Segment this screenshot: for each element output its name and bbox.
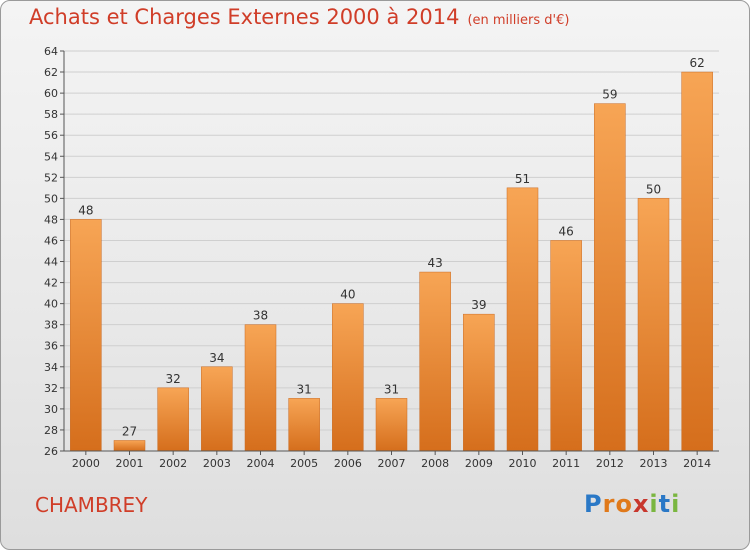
bar-2003 (201, 366, 233, 452)
x-tick-label-2012: 2012 (596, 457, 624, 470)
title-text: Achats et Charges Externes 2000 à 2014 (29, 5, 460, 29)
bar-2010 (506, 187, 539, 452)
y-tick-label: 64 (44, 45, 58, 58)
value-label-2008: 43 (428, 256, 443, 270)
value-label-2013: 50 (646, 182, 661, 196)
logo-letter: x (632, 490, 650, 518)
commune-name: CHAMBREY (35, 493, 148, 517)
bar-2008 (419, 271, 451, 452)
logo-letter: i (671, 490, 681, 518)
bar-2001 (113, 440, 146, 452)
y-tick-label: 58 (44, 108, 58, 121)
x-tick-label-2008: 2008 (421, 457, 449, 470)
bar-2000 (70, 219, 102, 452)
value-label-2002: 32 (166, 372, 181, 386)
y-tick-label: 56 (44, 129, 58, 142)
value-label-2001: 27 (122, 424, 137, 438)
y-tick-label: 50 (44, 192, 58, 205)
bar-2007 (375, 398, 408, 452)
x-tick-label-2001: 2001 (116, 457, 144, 470)
y-tick-label: 48 (44, 213, 58, 226)
bar-2011 (550, 240, 582, 452)
y-axis-ticks: 26 28 30 32 34 36 38 40 42 44 46 48 50 52 54 56 58 60 62 64 (44, 45, 64, 458)
bar-2004 (244, 324, 277, 452)
x-tick-label-2003: 2003 (203, 457, 231, 470)
value-labels: 48 27 32 34 38 31 40 31 43 39 51 46 59 50 62 (78, 56, 705, 438)
x-tick-label-2009: 2009 (465, 457, 493, 470)
value-label-2012: 59 (602, 88, 617, 102)
y-tick-label: 52 (44, 171, 58, 184)
x-tick-label-2014: 2014 (683, 457, 711, 470)
logo-letter: t (658, 490, 672, 518)
y-tick-label: 46 (44, 234, 58, 247)
y-tick-label: 38 (44, 319, 58, 332)
bar-2009 (463, 313, 495, 452)
bars (70, 71, 713, 452)
y-tick-label: 28 (44, 424, 58, 437)
value-label-2007: 31 (384, 382, 399, 396)
value-label-2014: 62 (690, 56, 705, 70)
y-tick-label: 26 (44, 445, 58, 458)
x-axis-ticks: 2000 2001 2002 2003 2004 2005 2006 2007 2008 2009… (72, 451, 711, 470)
y-tick-label: 44 (44, 256, 58, 269)
y-tick-label: 40 (44, 298, 58, 311)
value-label-2011: 46 (559, 224, 574, 238)
bar-2013 (637, 198, 670, 452)
bar-2002 (157, 387, 189, 452)
y-tick-label: 60 (44, 87, 58, 100)
logo-letter: P (584, 490, 603, 518)
value-label-2000: 48 (78, 203, 93, 217)
x-tick-label-2002: 2002 (159, 457, 187, 470)
value-label-2005: 31 (297, 382, 312, 396)
x-tick-label-2006: 2006 (334, 457, 362, 470)
bar-2014 (681, 71, 713, 452)
y-tick-label: 62 (44, 66, 58, 79)
chart-subtitle: (en milliers d'€) (467, 13, 570, 28)
y-tick-label: 32 (44, 382, 58, 395)
bar-2005 (288, 398, 320, 452)
x-tick-label-2005: 2005 (290, 457, 318, 470)
value-label-2004: 38 (253, 309, 268, 323)
bar-2006 (332, 303, 364, 452)
y-tick-label: 42 (44, 277, 58, 290)
axes (63, 51, 719, 452)
y-tick-label: 54 (44, 150, 58, 163)
value-label-2010: 51 (515, 172, 530, 186)
x-tick-label-2013: 2013 (640, 457, 668, 470)
x-tick-label-2011: 2011 (552, 457, 580, 470)
y-tick-label: 36 (44, 340, 58, 353)
x-tick-label-2007: 2007 (378, 457, 406, 470)
logo-letter: o (615, 490, 633, 518)
logo-letter: i (649, 490, 659, 518)
value-label-2006: 40 (340, 288, 355, 302)
x-tick-label-2004: 2004 (247, 457, 275, 470)
chart-title: Achats et Charges Externes 2000 à 2014 (e… (29, 5, 569, 29)
y-tick-label: 34 (44, 361, 58, 374)
proxiti-logo: Proxiti (584, 490, 680, 518)
bar-2012 (594, 103, 626, 452)
logo-letter: r (602, 490, 616, 518)
x-tick-label-2000: 2000 (72, 457, 100, 470)
y-tick-label: 30 (44, 403, 58, 416)
value-label-2009: 39 (471, 298, 486, 312)
value-label-2003: 34 (209, 351, 224, 365)
x-tick-label-2010: 2010 (509, 457, 537, 470)
